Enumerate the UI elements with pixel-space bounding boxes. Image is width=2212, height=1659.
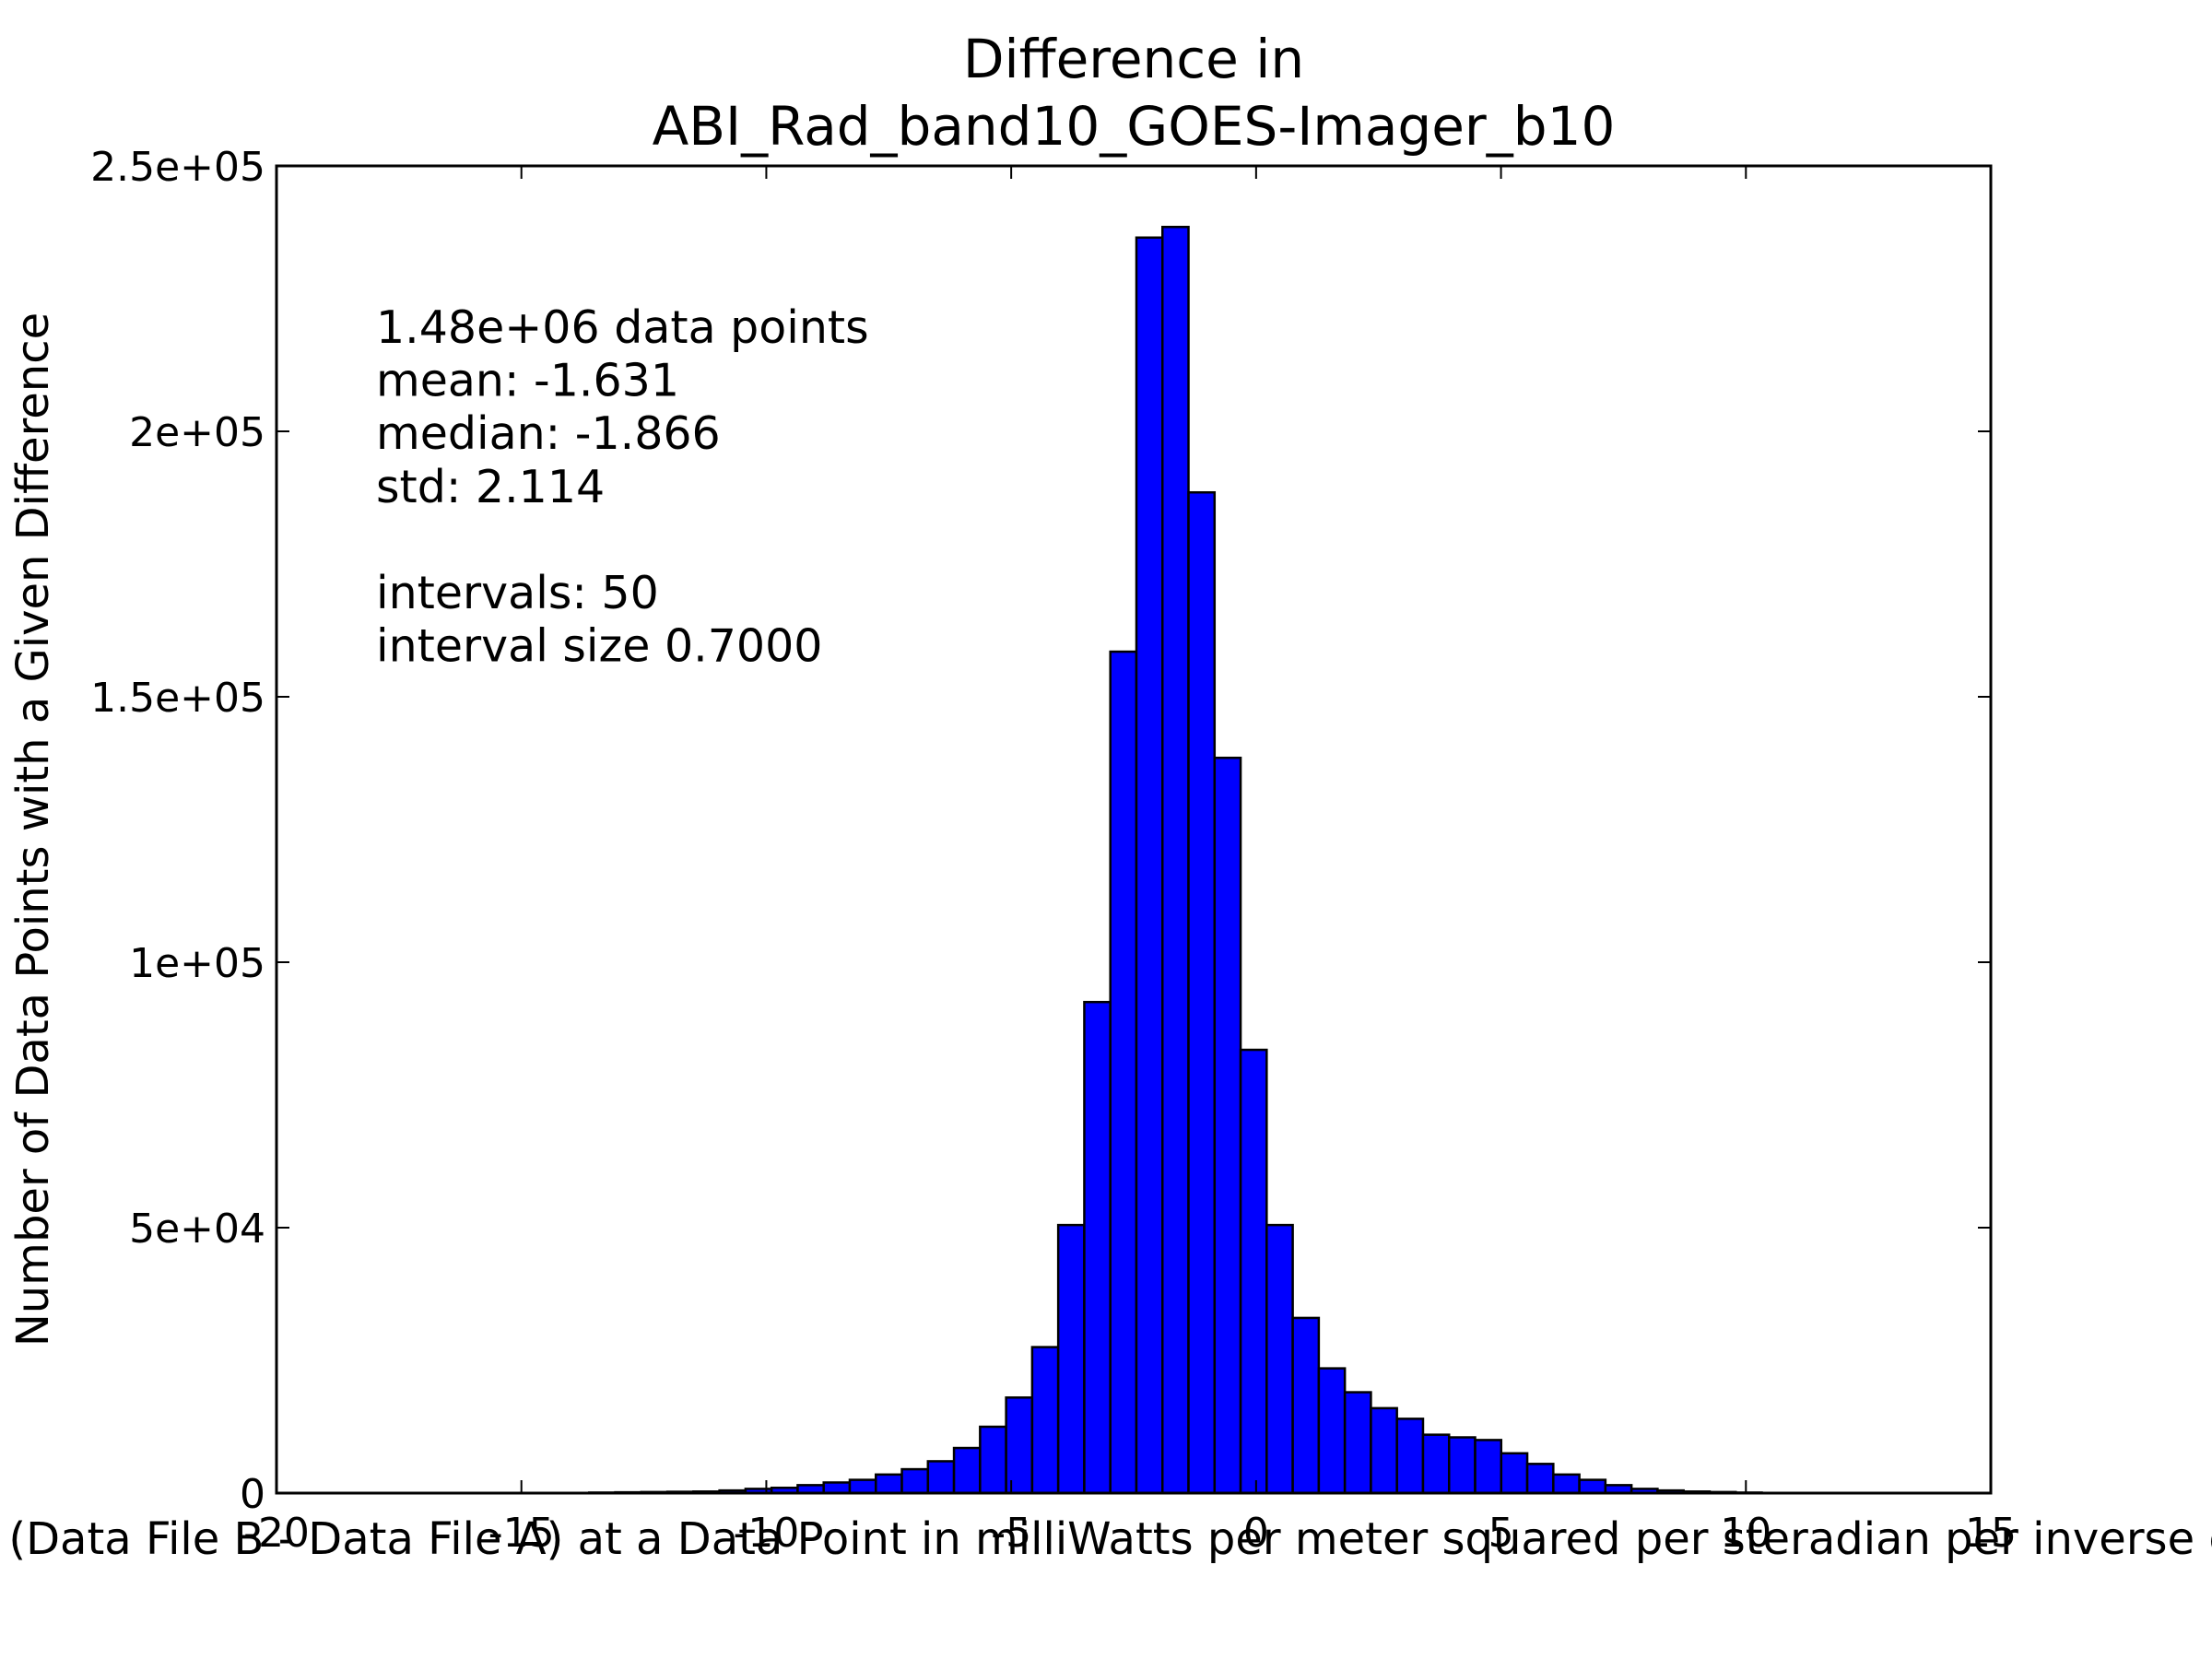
x-axis-label: Value of (Data File B - Data File A) at … (0, 1513, 2212, 1565)
histogram-bar (1265, 1223, 1294, 1495)
histogram-bar (1317, 1367, 1347, 1495)
histogram-bar (1578, 1478, 1607, 1495)
histogram-bar (1161, 225, 1190, 1495)
plot-frame (275, 164, 1993, 1495)
histogram-bar (1083, 1000, 1112, 1495)
histogram-bar (1447, 1436, 1477, 1495)
histogram-bar (1239, 1048, 1268, 1495)
histogram-bar (1525, 1463, 1555, 1495)
histogram-bar (1187, 490, 1217, 1495)
y-axis-label: Number of Data Points with a Given Diffe… (7, 312, 59, 1347)
histogram-bar (1005, 1396, 1034, 1495)
histogram-bar (1421, 1433, 1451, 1495)
x-tick-label: 5 (1488, 1510, 1514, 1557)
histogram-bar (1474, 1439, 1503, 1495)
stats-line: mean: -1.631 (376, 355, 679, 407)
histogram-bar (1395, 1418, 1425, 1495)
histogram-bar (1500, 1452, 1529, 1495)
axis-ticks: -20 -15 -10 -5 0 5 10 15 0 5e+04 1e+05 1.5e+05 2e+05… (90, 144, 2017, 1557)
y-tick-label: 2e+05 (129, 409, 265, 456)
y-tick-label: 5e+04 (129, 1206, 265, 1253)
x-tick-label: 15 (1965, 1510, 2017, 1557)
histogram-bar (1370, 1406, 1398, 1495)
histogram-bar (1135, 236, 1164, 1495)
histogram-bar (1343, 1391, 1372, 1495)
stats-line: interval size 0.7000 (376, 620, 822, 673)
x-tick-label: 10 (1720, 1510, 1771, 1557)
x-tick-label: -5 (991, 1510, 1031, 1557)
histogram-bar (979, 1425, 1007, 1495)
histogram-bar (822, 1481, 852, 1495)
histogram-bar (1030, 1346, 1060, 1495)
chart-subtitle: ABI_Rad_band10_GOES-Imager_b10 (653, 95, 1616, 158)
histogram-bar (1213, 756, 1242, 1495)
x-tick-label: -10 (733, 1510, 799, 1557)
y-tick-label: 0 (240, 1471, 265, 1518)
histogram-bars (588, 225, 1763, 1495)
chart-title: Difference in (963, 28, 1304, 90)
x-tick-label: -20 (243, 1510, 310, 1557)
x-tick-label: -15 (488, 1510, 555, 1557)
histogram-bar (1109, 650, 1138, 1495)
histogram-bar (1056, 1223, 1086, 1495)
histogram-bar (952, 1446, 982, 1495)
histogram-bar (900, 1467, 930, 1495)
histogram-bar (926, 1460, 956, 1495)
stats-line: 1.48e+06 data points (376, 301, 869, 354)
histogram-bar (848, 1478, 877, 1495)
y-tick-label: 1.5e+05 (90, 675, 265, 722)
y-tick-label: 2.5e+05 (90, 144, 265, 191)
stats-line: median: -1.866 (376, 407, 721, 460)
histogram-bar (1552, 1473, 1581, 1495)
x-tick-label: 0 (1243, 1510, 1269, 1557)
y-tick-label: 1e+05 (129, 940, 265, 987)
histogram-bar (875, 1473, 903, 1495)
stats-line: intervals: 50 (376, 567, 659, 619)
histogram-bar (1291, 1316, 1321, 1495)
stats-line: std: 2.114 (376, 461, 605, 513)
